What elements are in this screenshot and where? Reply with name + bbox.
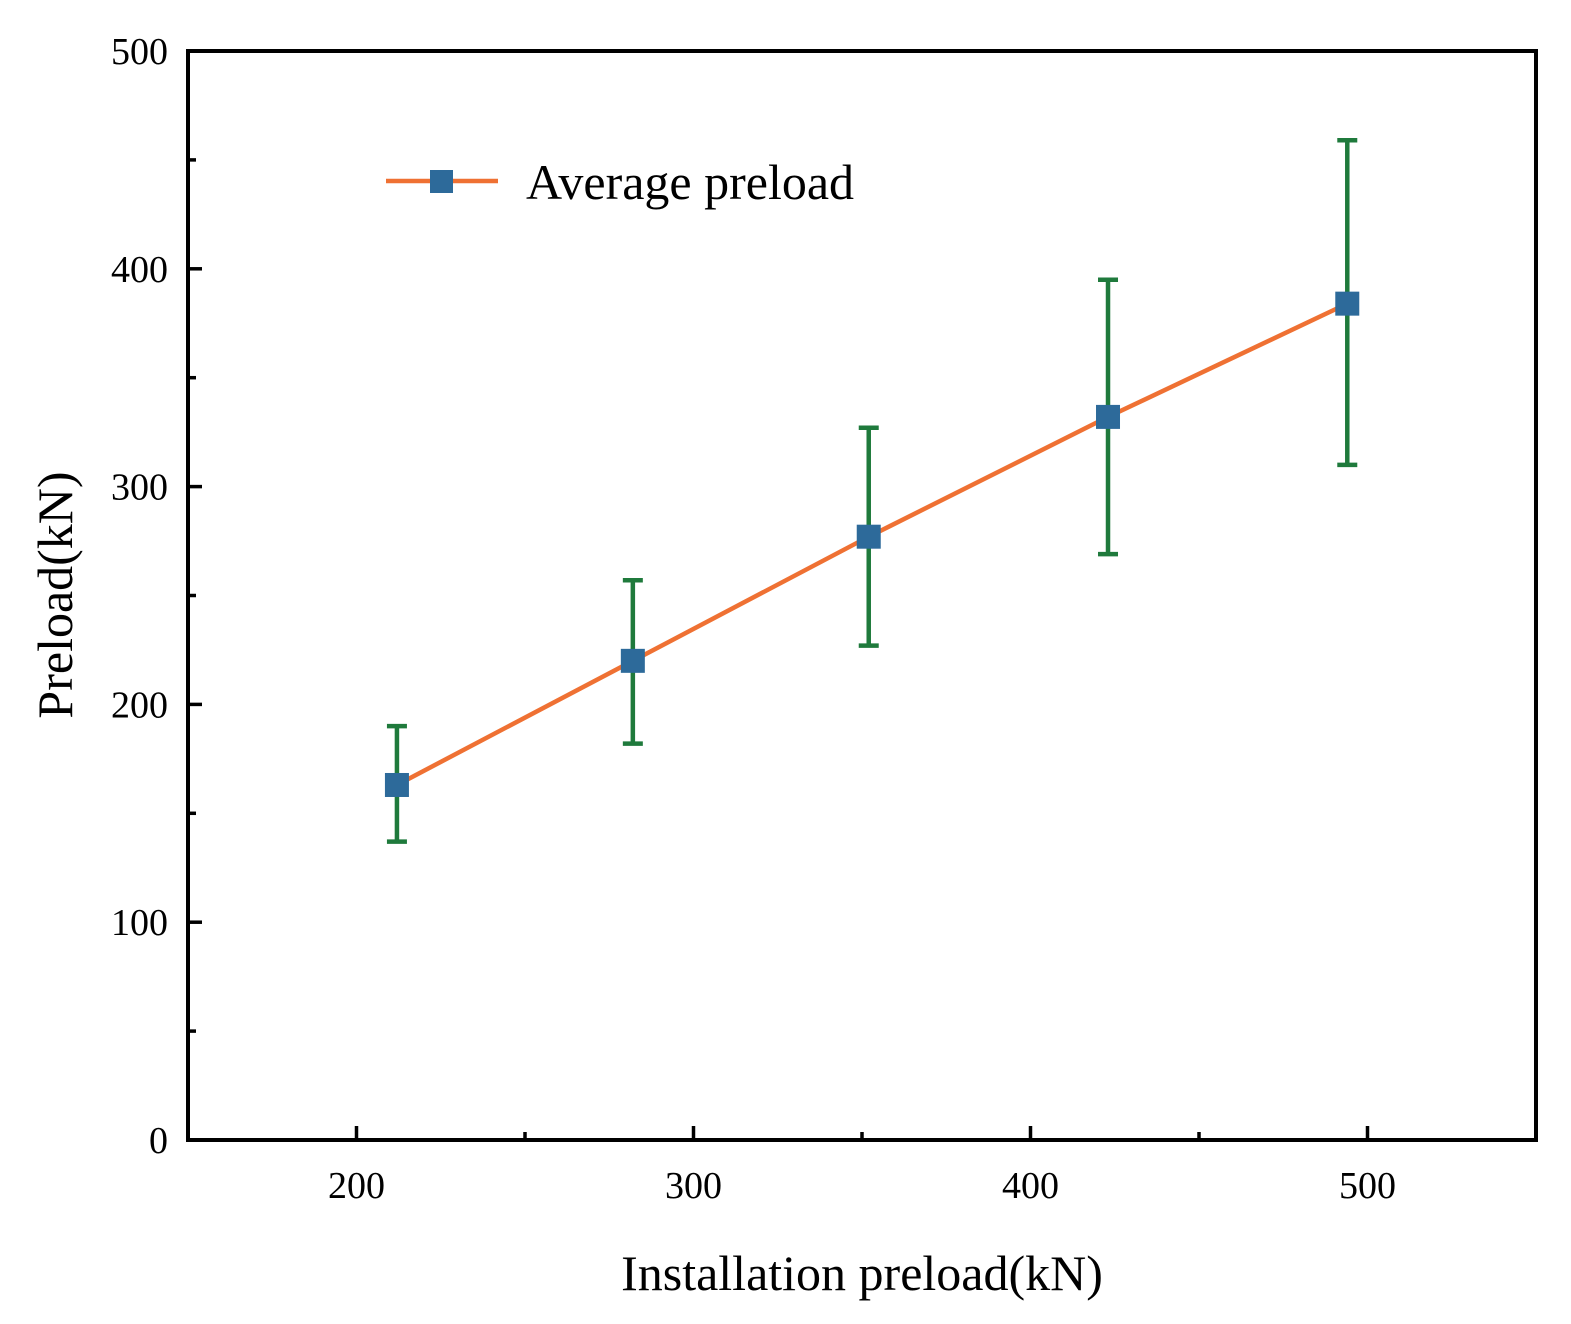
- y-tick-label-500: 500: [111, 31, 168, 73]
- data-point-3: [1096, 404, 1121, 429]
- data-point-4: [1335, 291, 1360, 316]
- y-tick-label-400: 400: [111, 249, 168, 291]
- x-axis-title: Installation preload(kN): [621, 1245, 1103, 1301]
- legend-entry-average-preload: Average preload: [526, 154, 854, 210]
- legend: Average preload: [386, 154, 854, 210]
- y-tick-label-200: 200: [111, 684, 168, 726]
- y-tick-label-0: 0: [149, 1120, 168, 1162]
- data-point-2: [856, 524, 881, 549]
- axes: [186, 49, 1538, 1142]
- data-point-0: [384, 772, 409, 797]
- x-tick-label-400: 400: [1002, 1165, 1059, 1207]
- y-axis-title: Preload(kN): [27, 471, 83, 718]
- x-tick-label-300: 300: [665, 1165, 722, 1207]
- plot-frame: [186, 49, 1538, 1142]
- y-tick-label-100: 100: [111, 902, 168, 944]
- x-tick-label-500: 500: [1339, 1165, 1396, 1207]
- x-tick-label-200: 200: [328, 1165, 385, 1207]
- y-tick-label-300: 300: [111, 467, 168, 509]
- data-series: [384, 138, 1360, 844]
- data-point-1: [620, 648, 645, 673]
- legend-marker-swatch: [430, 170, 453, 193]
- ticks: 200 300 400 500 0 100 200 300 400 500: [111, 31, 1396, 1207]
